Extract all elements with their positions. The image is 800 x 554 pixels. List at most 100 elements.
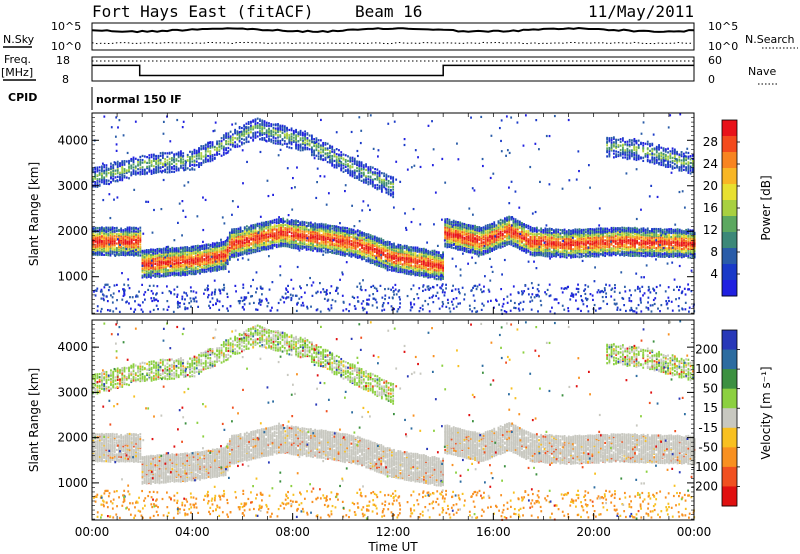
power-echo — [164, 250, 167, 253]
power-echo — [369, 258, 372, 261]
power-echo — [147, 261, 150, 265]
power-echo — [188, 251, 191, 254]
power-echo — [521, 237, 523, 240]
power-echo — [171, 255, 174, 258]
power-echo — [196, 246, 199, 249]
power-echo — [169, 266, 172, 269]
power-echo — [273, 238, 276, 241]
power-echo — [595, 227, 598, 230]
power-echo — [167, 273, 169, 276]
power-echo — [171, 250, 174, 253]
power-echo — [250, 248, 253, 251]
power-echo — [207, 252, 210, 256]
power-echo — [531, 241, 534, 245]
power-echo — [525, 230, 528, 233]
power-echo — [241, 244, 244, 247]
power-echo — [203, 249, 206, 252]
power-echo — [115, 250, 118, 254]
power-echo — [211, 268, 214, 271]
power-echo — [339, 242, 342, 245]
power-echo — [173, 247, 176, 250]
power-echo — [331, 249, 334, 252]
power-echo — [265, 227, 268, 230]
power-echo — [282, 238, 285, 241]
power-echo — [199, 255, 201, 258]
cpid-label: CPID — [8, 91, 37, 104]
power-echo — [184, 268, 186, 271]
power-echo — [160, 263, 163, 266]
power-echo — [484, 224, 487, 227]
power-echo — [354, 249, 357, 252]
power-echo — [593, 255, 596, 258]
power-echo — [395, 245, 398, 248]
power-echo — [192, 256, 195, 259]
power-echo — [182, 252, 184, 256]
power-echo — [248, 226, 250, 229]
power-echo — [203, 262, 206, 265]
power-echo — [231, 247, 233, 251]
power-echo — [561, 251, 564, 254]
power-echo — [177, 252, 180, 255]
power-echo — [322, 223, 325, 226]
power-echo — [412, 252, 415, 255]
power-echo — [341, 250, 344, 253]
power-echo — [231, 233, 233, 236]
power-echo — [371, 239, 374, 242]
power-echo — [258, 224, 261, 228]
power-echo — [96, 251, 99, 255]
power-echo — [531, 248, 534, 251]
power-echo — [282, 234, 285, 238]
power-echo — [235, 243, 238, 246]
power-echo — [341, 227, 344, 230]
power-echo — [284, 231, 287, 234]
power-echo — [228, 237, 231, 240]
power-echo — [184, 265, 186, 268]
power-echo — [252, 230, 255, 233]
power-echo — [542, 247, 545, 250]
power-echo — [115, 242, 118, 245]
power-echo — [320, 239, 323, 242]
power-echo — [373, 239, 376, 242]
power-echo — [309, 238, 312, 241]
power-echo — [130, 241, 133, 244]
power-echo — [177, 259, 180, 262]
noise-tick-left-bottom: 10^0 — [51, 40, 81, 53]
power-echo — [316, 248, 319, 251]
power-echo — [269, 227, 272, 230]
power-echo — [175, 259, 178, 262]
power-echo — [171, 246, 174, 250]
power-echo — [207, 250, 210, 253]
power-echo — [538, 229, 540, 232]
power-echo — [290, 223, 293, 227]
power-echo — [376, 260, 378, 263]
power-echo — [587, 240, 589, 243]
power-echo — [495, 227, 498, 230]
power-echo — [101, 250, 103, 253]
power-echo — [150, 262, 152, 265]
power-echo — [589, 227, 592, 231]
power-echo — [216, 267, 218, 270]
power-echo — [582, 238, 585, 241]
power-echo — [565, 230, 568, 233]
power-echo — [346, 242, 349, 245]
power-echo — [167, 259, 169, 262]
power-echo — [440, 271, 442, 274]
power-echo — [395, 254, 398, 257]
power-echo — [292, 225, 295, 228]
power-echo — [237, 254, 240, 257]
power-echo — [284, 230, 287, 233]
power-echo — [182, 259, 184, 262]
power-echo — [222, 250, 225, 253]
power-echo — [139, 231, 142, 234]
power-echo — [275, 234, 278, 237]
power-echo — [231, 244, 233, 247]
power-echo — [160, 261, 163, 264]
power-echo — [395, 259, 398, 262]
power-echo — [410, 269, 412, 273]
power-echo — [448, 218, 451, 221]
power-echo — [162, 253, 165, 256]
power-echo — [260, 225, 263, 228]
power-echo — [273, 236, 276, 239]
power-echo — [139, 243, 142, 246]
power-echo — [585, 249, 587, 252]
